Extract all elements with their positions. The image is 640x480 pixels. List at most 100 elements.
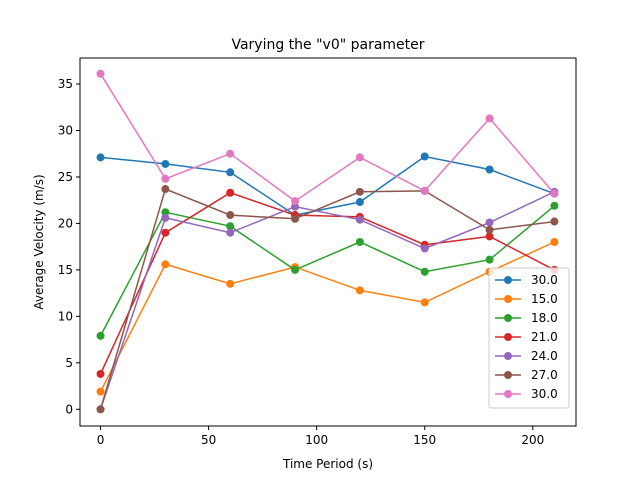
data-point (161, 260, 170, 269)
series-layer (96, 69, 559, 414)
data-point (485, 114, 494, 123)
series-line (100, 155, 555, 216)
legend-marker (504, 390, 512, 398)
data-point (226, 188, 235, 197)
data-point (226, 211, 235, 220)
series-line (99, 191, 555, 410)
data-point (485, 165, 494, 174)
data-point (355, 215, 364, 224)
data-point (96, 405, 105, 414)
y-tick-label: 5 (65, 356, 73, 370)
y-tick-label: 20 (58, 216, 73, 230)
series-6 (96, 69, 559, 206)
legend: 30.0 15.0 18.0 21.0 24.0 27.0 30.0 (488, 267, 570, 409)
legend-item: 15.0 (495, 292, 558, 306)
series-line (99, 205, 555, 337)
chart-title: Varying the "v0" parameter (231, 37, 424, 53)
data-point (355, 286, 364, 295)
legend-label: 30.0 (531, 273, 558, 287)
legend-item: 30.0 (495, 387, 558, 401)
data-point (161, 208, 170, 217)
legend-marker (504, 295, 512, 303)
legend-label: 30.0 (531, 387, 558, 401)
y-tick-label: 25 (58, 170, 73, 184)
legend-label: 24.0 (531, 349, 558, 363)
x-axis-label: Time Period (s) (282, 457, 373, 471)
data-point (161, 174, 170, 183)
data-point (291, 197, 300, 206)
data-point (420, 152, 429, 161)
series-line (99, 191, 555, 375)
x-axis-ticks: 0 50 100 150 200 (97, 426, 544, 447)
data-point (485, 225, 494, 234)
legend-item: 24.0 (495, 349, 558, 363)
legend-label: 21.0 (531, 330, 558, 344)
series-line (99, 241, 555, 392)
data-point (355, 238, 364, 246)
data-point (161, 159, 170, 168)
series-5 (96, 185, 559, 414)
data-point (485, 255, 494, 264)
data-point (420, 298, 429, 307)
data-point (226, 168, 235, 177)
x-tick-label: 150 (413, 433, 436, 447)
data-point (96, 387, 105, 396)
data-point (420, 267, 429, 276)
legend-label: 18.0 (531, 311, 558, 325)
data-point (226, 222, 235, 231)
data-point (355, 153, 364, 162)
x-tick-label: 50 (201, 433, 216, 447)
data-point (291, 214, 300, 223)
legend-label: 27.0 (531, 368, 558, 382)
data-point (226, 279, 235, 288)
data-point (161, 213, 170, 222)
x-tick-label: 0 (97, 433, 105, 447)
legend-item: 27.0 (495, 368, 558, 382)
data-point (96, 69, 105, 78)
legend-marker (504, 333, 512, 341)
data-point (355, 187, 364, 196)
legend-marker (504, 371, 512, 379)
data-point (420, 244, 429, 253)
data-point (96, 153, 105, 162)
series-2 (96, 201, 559, 340)
y-tick-label: 35 (58, 77, 73, 91)
data-point (420, 186, 429, 195)
plot-frame (79, 57, 577, 427)
data-point (291, 202, 300, 211)
data-point (96, 331, 105, 340)
data-point (485, 232, 494, 241)
plot-area: 0 50 100 150 200 0 5 10 15 20 25 30 35 (58, 57, 577, 447)
y-tick-label: 0 (65, 402, 73, 416)
data-point (96, 369, 105, 378)
y-tick-label: 10 (58, 309, 73, 323)
data-point (226, 228, 235, 237)
data-point (291, 265, 300, 274)
x-tick-label: 200 (521, 433, 544, 447)
data-point (485, 218, 494, 227)
data-point (550, 217, 559, 226)
data-point (161, 185, 170, 194)
series-line (99, 73, 555, 203)
data-point (550, 189, 559, 198)
series-line (99, 187, 555, 410)
data-point (550, 238, 559, 246)
data-point (355, 198, 364, 207)
y-tick-label: 30 (58, 123, 73, 137)
legend-label: 15.0 (531, 292, 558, 306)
y-tick-label: 15 (58, 263, 73, 277)
legend-item: 18.0 (495, 311, 558, 325)
series-1 (96, 238, 559, 396)
legend-item: 21.0 (495, 330, 558, 344)
legend-item: 30.0 (495, 273, 558, 287)
data-point (550, 201, 559, 210)
legend-marker (504, 352, 512, 360)
y-axis-ticks: 0 5 10 15 20 25 30 35 (58, 77, 80, 416)
x-tick-label: 100 (305, 433, 328, 447)
legend-marker (504, 276, 512, 284)
legend-marker (504, 314, 512, 322)
data-point (226, 149, 235, 158)
y-axis-label: Average Velocity (m/s) (32, 174, 46, 309)
data-point (161, 228, 170, 237)
